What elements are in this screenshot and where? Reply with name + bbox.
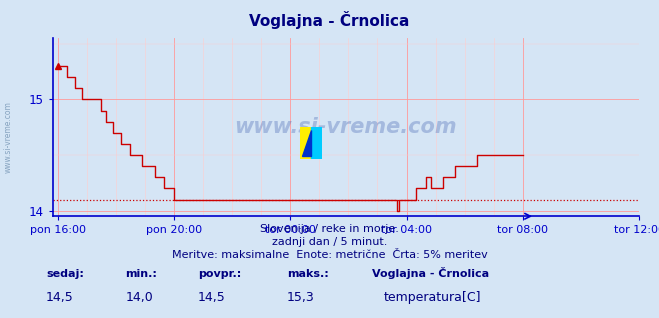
- Text: www.si-vreme.com: www.si-vreme.com: [3, 101, 13, 173]
- Text: zadnji dan / 5 minut.: zadnji dan / 5 minut.: [272, 237, 387, 247]
- Text: 14,5: 14,5: [46, 291, 74, 303]
- Text: Slovenija / reke in morje.: Slovenija / reke in morje.: [260, 224, 399, 234]
- Text: 14,5: 14,5: [198, 291, 225, 303]
- Text: Voglajna - Črnolica: Voglajna - Črnolica: [249, 11, 410, 29]
- Text: maks.:: maks.:: [287, 269, 328, 279]
- Text: sedaj:: sedaj:: [46, 269, 84, 279]
- Text: temperatura[C]: temperatura[C]: [384, 291, 481, 303]
- Text: www.si-vreme.com: www.si-vreme.com: [235, 117, 457, 137]
- Text: 15,3: 15,3: [287, 291, 314, 303]
- Bar: [311, 127, 322, 159]
- Text: min.:: min.:: [125, 269, 157, 279]
- Polygon shape: [302, 130, 311, 156]
- Text: Meritve: maksimalne  Enote: metrične  Črta: 5% meritev: Meritve: maksimalne Enote: metrične Črta…: [171, 250, 488, 259]
- Text: Voglajna - Črnolica: Voglajna - Črnolica: [372, 267, 490, 279]
- Text: povpr.:: povpr.:: [198, 269, 241, 279]
- Text: 14,0: 14,0: [125, 291, 153, 303]
- Bar: [300, 127, 311, 159]
